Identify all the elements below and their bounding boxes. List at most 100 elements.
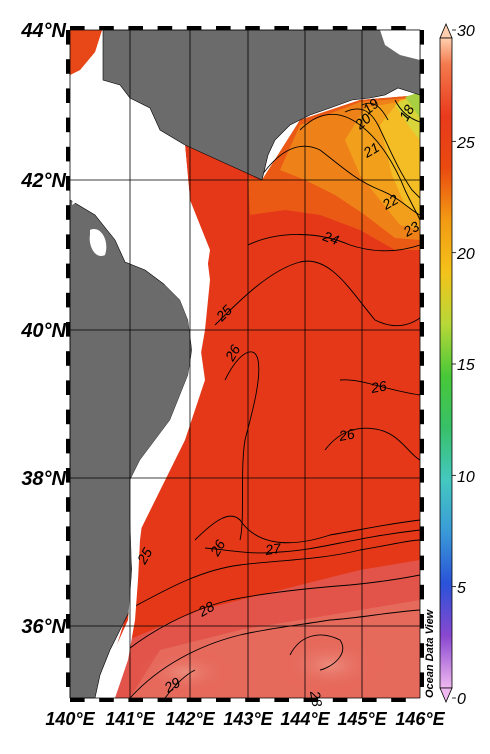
contour-label: 28 [195, 598, 218, 620]
frame-tick [128, 26, 143, 30]
frame-tick [420, 263, 424, 279]
frame-tick [274, 698, 289, 702]
frame-tick [66, 643, 70, 658]
frame-tick [66, 322, 70, 337]
frame-tick [420, 351, 424, 366]
no-data-areas [70, 30, 420, 698]
lon-label-140: 140°E [45, 709, 95, 729]
longitude-labels: 140°E 141°E 142°E 143°E 144°E 145°E 146°… [45, 709, 445, 729]
frame-tick [66, 146, 70, 162]
lat-label-42: 42°N [20, 170, 66, 192]
frame-tick [391, 26, 406, 30]
colorbar-tick-label: 5 [457, 580, 466, 597]
frame-tick [66, 88, 70, 103]
frame-tick [66, 497, 70, 512]
frame-tick [70, 698, 85, 702]
frame-tick [66, 263, 70, 279]
contour-label: 18 [396, 102, 418, 124]
frame-tick [420, 380, 424, 395]
lat-label-44: 44°N [20, 20, 66, 42]
frame-tick [66, 614, 70, 629]
frame-tick [420, 88, 424, 103]
odv-watermark: Ocean Data View [424, 608, 436, 698]
lon-label-142: 142°E [165, 709, 215, 729]
frame-tick [420, 526, 424, 541]
frame-tick [66, 30, 70, 45]
contour-label: 26 [206, 537, 228, 560]
frame-tick [66, 351, 70, 366]
frame-tick [362, 698, 377, 702]
frame-tick [332, 26, 348, 30]
contour-label: 24 [320, 227, 341, 248]
contour-label: 29 [161, 674, 184, 696]
frame-tick [420, 584, 424, 600]
frame-tick [186, 698, 202, 702]
frame-tick [157, 26, 173, 30]
frame-tick [245, 26, 260, 30]
frame-tick [362, 26, 377, 30]
frame-tick [420, 117, 424, 133]
frame-ticks [66, 26, 424, 702]
frame-tick [303, 26, 319, 30]
lat-label-36: 36°N [21, 616, 66, 638]
contour-label: 27 [263, 540, 283, 558]
contour-label: 22 [379, 191, 402, 213]
frame-tick [66, 380, 70, 395]
frame-tick [66, 555, 70, 571]
frame-tick [157, 698, 173, 702]
land-hokkaido [102, 29, 421, 181]
frame-tick [420, 409, 424, 425]
frame-tick [66, 59, 70, 74]
frame-tick [420, 643, 424, 658]
frame-tick [420, 322, 424, 337]
colorbar-tick-label: 10 [457, 469, 475, 486]
lon-label-145: 145°E [337, 709, 387, 729]
frame-tick [216, 26, 231, 30]
frame-tick [66, 176, 70, 191]
frame-tick [99, 698, 114, 702]
frame-tick [216, 698, 231, 702]
lon-label-146: 146°E [395, 709, 445, 729]
colorbar-tick-label: 20 [456, 246, 475, 263]
frame-tick [70, 26, 85, 30]
frame-tick [66, 234, 70, 249]
frame-tick [420, 59, 424, 74]
frame-tick [332, 698, 348, 702]
frame-tick [420, 468, 424, 483]
frame-tick [420, 497, 424, 512]
frame-tick [66, 584, 70, 600]
colorbar-bottom-arrow [439, 687, 453, 704]
colorbar-top-arrow [439, 22, 453, 39]
lon-label-144: 144°E [280, 709, 330, 729]
frame-tick [66, 205, 70, 220]
lon-label-141: 141°E [105, 709, 155, 729]
contour-label: 26 [221, 342, 243, 365]
lon-label-143: 143°E [223, 709, 273, 729]
colorbar-tick-label: 30 [457, 23, 475, 40]
frame-tick [66, 409, 70, 425]
land-masses [69, 29, 421, 699]
frame-tick [66, 438, 70, 454]
contour-label: 21 [360, 139, 382, 161]
frame-tick [99, 26, 114, 30]
frame-tick [245, 698, 260, 702]
contour-label: 25 [133, 545, 155, 568]
latitude-labels: 44°N 42°N 40°N 38°N 36°N [20, 20, 66, 638]
colorbar-tick-label: 25 [456, 135, 475, 152]
frame-tick [66, 468, 70, 483]
frame-tick [66, 526, 70, 541]
contour-label: 26 [369, 377, 388, 396]
colorbar: 30 25 20 15 10 5 0 [439, 22, 475, 708]
frame-tick [274, 26, 289, 30]
frame-tick [420, 672, 424, 687]
colorbar-tick-label: 15 [457, 357, 475, 374]
frame-tick [420, 205, 424, 220]
frame-tick [420, 176, 424, 191]
frame-tick [420, 438, 424, 454]
frame-tick [420, 614, 424, 629]
frame-tick [66, 672, 70, 687]
frame-tick [420, 555, 424, 571]
frame-tick [420, 30, 424, 45]
frame-tick [66, 292, 70, 308]
